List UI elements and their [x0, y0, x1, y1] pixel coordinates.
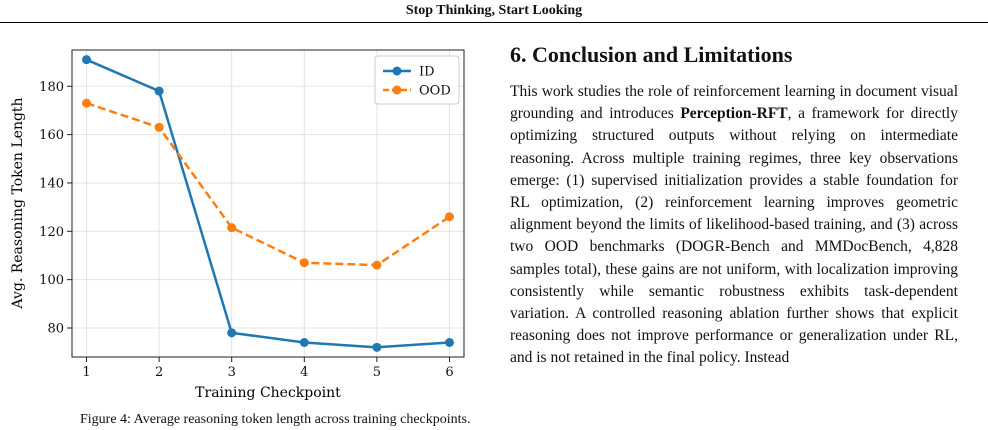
paragraph-text-start: This work studies the role of reinforcem… — [510, 83, 958, 123]
paragraph-text-end: , a framework for directly optimizing st… — [510, 105, 958, 367]
y-axis-label: Avg. Reasoning Token Length — [10, 97, 26, 309]
plot-frame — [71, 49, 465, 358]
y-tick-label: 140 — [39, 176, 64, 191]
y-tick-label: 120 — [39, 225, 64, 240]
chart-series — [82, 55, 454, 352]
legend-label-ood: OOD — [419, 84, 451, 99]
header-rule — [0, 22, 988, 23]
series-line-id — [86, 58, 450, 349]
series-line-ood — [86, 101, 451, 267]
y-tick-label: 80 — [47, 321, 64, 336]
y-tick-label: 100 — [39, 273, 64, 288]
y-tick-label: 180 — [39, 80, 64, 95]
method-name: Perception-RFT — [680, 105, 788, 123]
data-point-id — [299, 337, 309, 347]
x-tick-label: 6 — [445, 365, 453, 380]
legend-marker-id — [392, 66, 402, 76]
data-point-ood — [444, 212, 454, 222]
y-tick-label: 160 — [39, 128, 64, 143]
x-tick-label: 3 — [228, 365, 236, 380]
data-point-id — [227, 328, 237, 338]
data-point-id — [444, 337, 454, 347]
data-point-id — [372, 342, 382, 352]
data-point-ood — [372, 260, 382, 270]
data-point-ood — [82, 98, 92, 108]
data-point-ood — [154, 122, 164, 132]
axis-ticks: 1 2 3 4 5 6 80 100 120 140 160 180 — [39, 80, 453, 380]
figure-caption: Figure 4: Average reasoning token length… — [80, 412, 471, 427]
data-point-id — [82, 55, 92, 65]
legend-label-id: ID — [419, 65, 435, 80]
data-point-id — [154, 86, 164, 96]
x-tick-label: 2 — [155, 365, 163, 380]
running-header: Stop Thinking, Start Looking — [405, 3, 583, 18]
body-paragraph: This work studies the role of reinforcem… — [510, 81, 958, 370]
legend-marker-ood — [392, 85, 402, 95]
x-tick-label: 1 — [82, 365, 90, 380]
x-tick-label: 4 — [300, 365, 308, 380]
chart-legend: ID OOD — [374, 55, 460, 105]
data-point-ood — [299, 258, 309, 268]
line-chart: 1 2 3 4 5 6 80 100 120 140 160 180 Training Checkpo… — [10, 49, 465, 400]
x-axis-label: Training Checkpoint — [195, 385, 341, 400]
section-title: 6. Conclusion and Limitations — [510, 42, 793, 67]
x-tick-label: 5 — [373, 365, 381, 380]
data-point-ood — [227, 223, 237, 233]
